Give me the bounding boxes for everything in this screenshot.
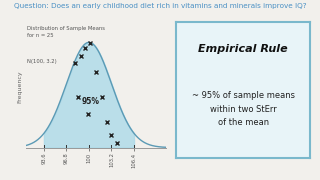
Text: Distribution of Sample Means
for n = 25: Distribution of Sample Means for n = 25 [27, 26, 105, 38]
Text: ~ 95% of sample means
within two StErr
of the mean: ~ 95% of sample means within two StErr o… [192, 91, 295, 127]
Text: N(100, 3.2): N(100, 3.2) [27, 59, 57, 64]
Y-axis label: Frequency: Frequency [18, 70, 23, 103]
Text: Question: Does an early childhood diet rich in vitamins and minerals improve IQ?: Question: Does an early childhood diet r… [14, 3, 306, 9]
Text: Empirical Rule: Empirical Rule [198, 44, 288, 54]
Text: 95%: 95% [81, 97, 100, 106]
